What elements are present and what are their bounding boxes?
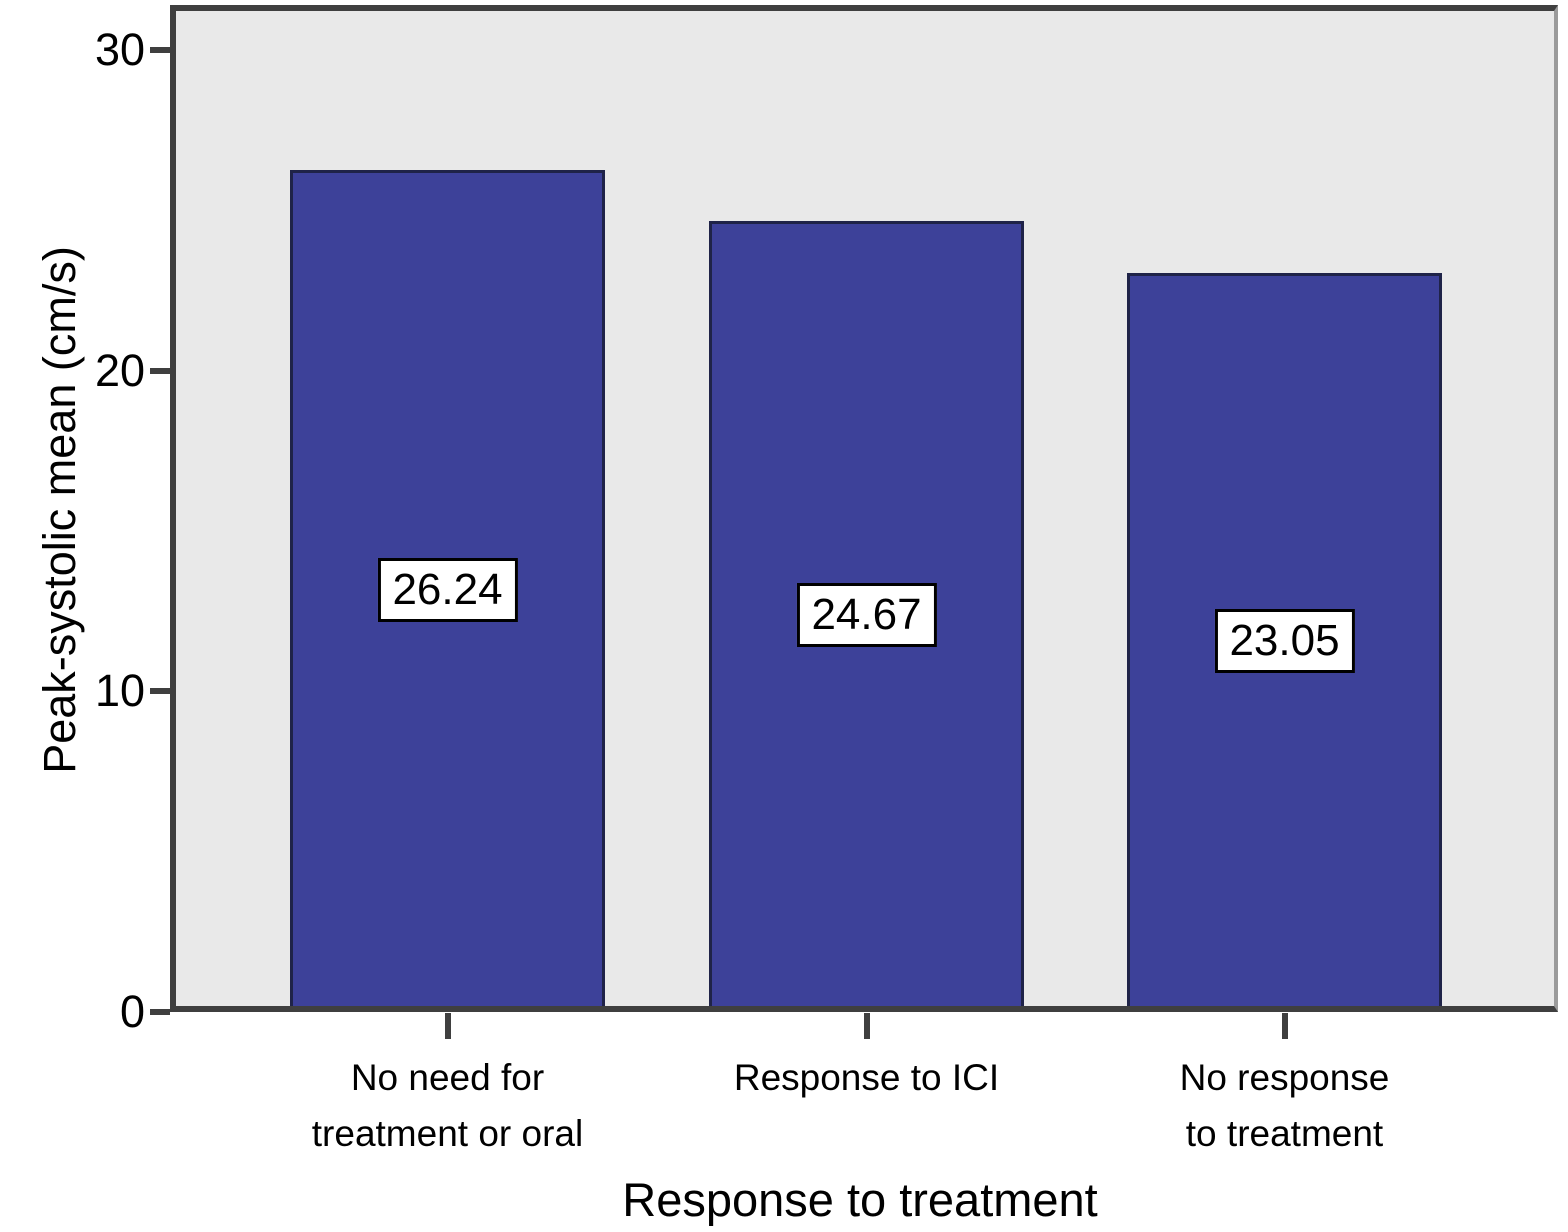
x-axis-title: Response to treatment [622,1173,1098,1226]
x-category-label: Response to ICI [733,1057,1000,1098]
bar-value-label: 26.24 [377,557,518,622]
x-category-label: No need for treatment or oral [311,1057,584,1154]
y-tick-label: 10 [94,665,145,717]
y-tick-mark [150,367,170,374]
bars-layer: 26.24 24.67 23.05 [176,11,1554,1006]
x-category-label: No response to treatment [1179,1057,1390,1154]
y-tick-mark [150,46,170,53]
y-tick-label: 30 [94,23,145,75]
y-tick-mark [150,688,170,695]
y-tick-label: 0 [119,986,145,1037]
bar: 24.67 [709,221,1024,1006]
plot-area: 26.24 24.67 23.05 [170,5,1558,1012]
bar: 23.05 [1127,273,1442,1006]
x-tick-mark [1281,1013,1288,1039]
bar-value-label: 24.67 [796,583,937,647]
bar-value-label: 23.05 [1214,609,1355,673]
bar: 26.24 [290,170,605,1006]
x-tick-mark [863,1013,870,1039]
y-tick-label: 20 [94,344,145,396]
y-tick-mark [150,1009,170,1015]
x-tick-mark [444,1013,451,1039]
